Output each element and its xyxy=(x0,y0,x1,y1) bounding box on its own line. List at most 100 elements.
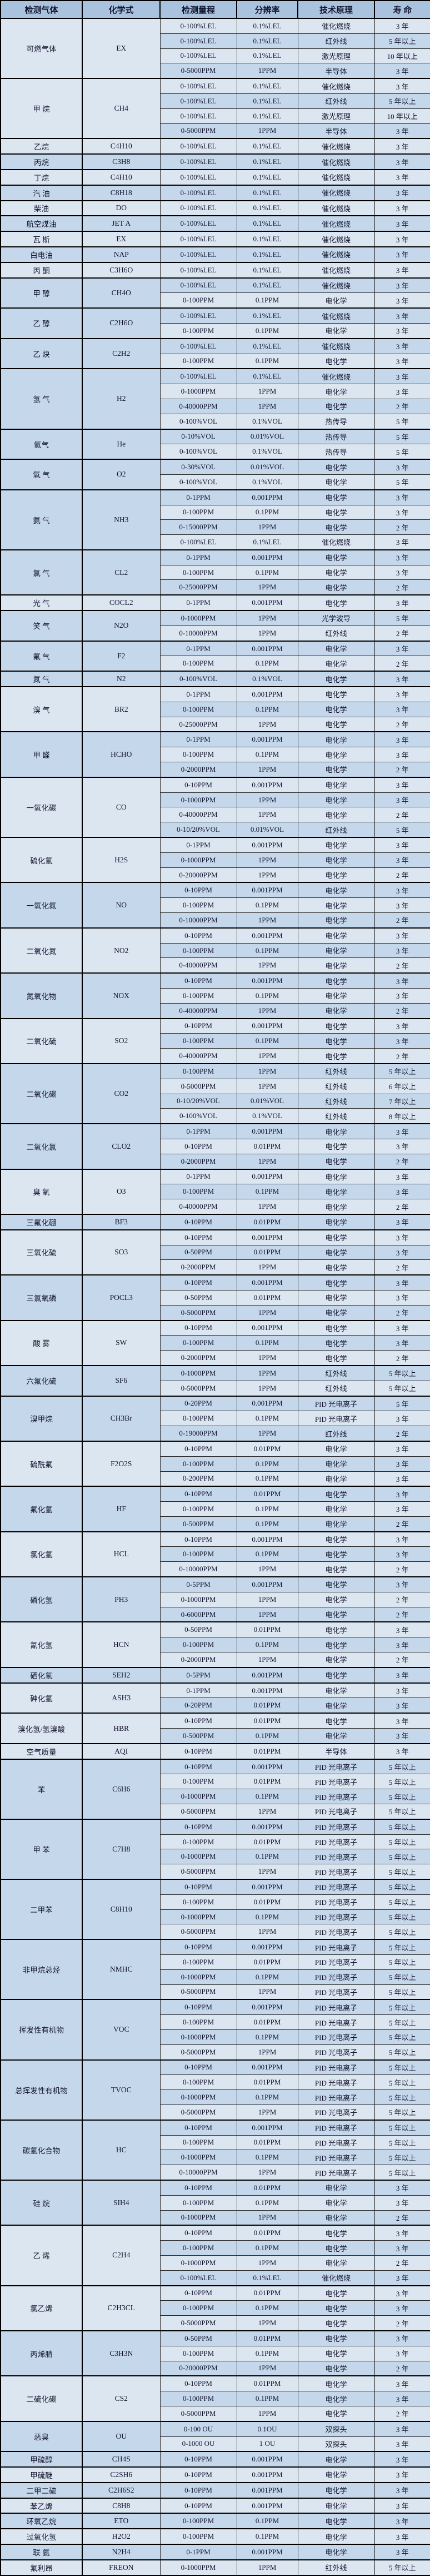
table-row: 0-5000PPM 1PPM 电化学 2 年 xyxy=(1,2405,430,2422)
principle-cell: 红外线 xyxy=(297,33,375,49)
table-row: 氟 气 F2 0-1PPM 0.001PPM 电化学 3 年 xyxy=(1,640,430,672)
table-row: 乙烷 C4H10 0-100%LEL 0.1%LEL 催化燃烧 3 年 xyxy=(1,138,430,155)
range-cell: 0-5PPM xyxy=(159,1666,237,1684)
header-lifespan: 寿 命 xyxy=(374,0,430,19)
table-row: 0-5000PPM 1PPM 红外线 6 年以上 xyxy=(1,1078,430,1094)
formula-cell: O2 xyxy=(82,459,161,490)
range-cell: 0-100PPM xyxy=(159,942,237,959)
principle-cell: 催化燃烧 xyxy=(297,261,375,279)
principle-cell: 电化学 xyxy=(297,2285,375,2301)
table-row: 0-100%VOL 0.1%VOL 热传导 5 年 xyxy=(1,413,430,430)
formula-cell: CO xyxy=(82,776,161,838)
range-cell: 0-20PPM xyxy=(159,1395,237,1412)
lifespan-cell: 2 年 xyxy=(374,1350,430,1366)
resolution-cell: 0.001PPM xyxy=(236,549,298,565)
formula-cell: TVOC xyxy=(82,2059,161,2121)
resolution-cell: 0.001PPM xyxy=(236,594,298,611)
lifespan-cell: 3 年 xyxy=(374,322,430,339)
lifespan-cell: 3 年 xyxy=(374,353,430,369)
formula-cell: HBR xyxy=(82,1713,161,1744)
table-row: 氨 气 NH3 0-1PPM 0.001PPM 电化学 3 年 xyxy=(1,489,430,550)
range-cell: 0-5000PPM xyxy=(159,1380,237,1397)
formula-cell: SIH4 xyxy=(82,2179,161,2226)
range-cell: 0-100PPM xyxy=(159,292,237,309)
range-cell: 0-5000PPM xyxy=(159,1984,237,2000)
table-row: 0-1000PPM 0.1PPM PID 光电离子 5 年以上 xyxy=(1,2089,430,2105)
formula-cell: O3 xyxy=(82,1168,161,1215)
range-cell: 0-100%LEL xyxy=(159,231,237,247)
gas-name-cell: 氟 气 xyxy=(1,640,83,672)
principle-cell: 电化学 xyxy=(297,2391,375,2406)
resolution-cell: 1PPM xyxy=(236,912,298,929)
resolution-cell: 1PPM xyxy=(236,1048,298,1064)
principle-cell: 催化燃烧 xyxy=(297,168,375,186)
principle-cell: 红外线 xyxy=(297,1426,375,1442)
formula-cell: HCL xyxy=(82,1531,161,1577)
lifespan-cell: 3 年 xyxy=(374,1576,430,1592)
formula-cell: H2 xyxy=(82,368,161,430)
gas-name-cell: 硅 烷 xyxy=(1,2179,83,2226)
lifespan-cell: 2 年 xyxy=(374,2210,430,2226)
range-cell: 0-5000PPM xyxy=(159,63,237,79)
gas-name-cell: 挥发性有机物 xyxy=(1,1999,83,2061)
resolution-cell: 0.1%LEL xyxy=(236,168,298,186)
range-cell: 0-20000PPM xyxy=(159,2360,237,2376)
gas-name-cell: 乙 醇 xyxy=(1,307,83,339)
principle-cell: PID 光电离子 xyxy=(297,1758,375,1775)
table-row: 0-100PPM 0.01PPM PID 光电离子 5 年以上 xyxy=(1,1894,430,1910)
principle-cell: 电化学 xyxy=(297,912,375,929)
table-row: 0-1000PPM 1PPM 电化学 3 年 xyxy=(1,792,430,808)
formula-cell: POCL3 xyxy=(82,1274,161,1321)
resolution-cell: 1PPM xyxy=(236,1864,298,1880)
range-cell: 0-10PPM xyxy=(159,2497,237,2514)
gas-name-cell: 甲 烷 xyxy=(1,78,83,139)
table-row: 0-100PPM 0.1PPM 电化学 3 年 xyxy=(1,504,430,520)
gas-name-cell: 氦气 xyxy=(1,428,83,460)
range-cell: 0-500PPM xyxy=(159,1728,237,1744)
range-cell: 0-10PPM xyxy=(159,1531,237,1547)
principle-cell: 半导体 xyxy=(297,123,375,139)
principle-cell: 电化学 xyxy=(297,2179,375,2196)
lifespan-cell: 5 年以上 xyxy=(374,1879,430,1895)
table-row: 氟利昂 FREON 0-1000PPM 1PPM 红外线 5 年以上 xyxy=(1,2559,430,2576)
table-row: 氦气 He 0-10%VOL 0.01%VOL 热传导 5 年 xyxy=(1,428,430,460)
gas-name-cell: 溴化氢/氢溴酸 xyxy=(1,1713,83,1744)
principle-cell: 电化学 xyxy=(297,1561,375,1577)
formula-cell: ASH3 xyxy=(82,1682,161,1714)
principle-cell: PID 光电离子 xyxy=(297,1939,375,1955)
resolution-cell: 0.01PPM xyxy=(236,1743,298,1760)
table-row: 甲 苯 C7H8 0-10PPM 0.001PPM PID 光电离子 5 年以上 xyxy=(1,1818,430,1880)
principle-cell: 催化燃烧 xyxy=(297,78,375,94)
principle-cell: PID 光电离子 xyxy=(297,1818,375,1835)
table-row: 一氧化氮 NO 0-10PPM 0.001PPM 电化学 3 年 xyxy=(1,882,430,929)
resolution-cell: 0.1PPM xyxy=(236,897,298,914)
resolution-cell: 1PPM xyxy=(236,1304,298,1321)
gas-name-cell: 二氧化碳 xyxy=(1,1063,83,1124)
lifespan-cell: 3 年 xyxy=(374,459,430,475)
gas-name-cell: 二氧化氮 xyxy=(1,927,83,974)
formula-cell: C2H2 xyxy=(82,337,161,369)
principle-cell: 电化学 xyxy=(297,1591,375,1607)
resolution-cell: 0.1%LEL xyxy=(236,108,298,124)
principle-cell: 电化学 xyxy=(297,776,375,793)
table-row: 臭 氧 O3 0-1PPM 0.001PPM 电化学 3 年 xyxy=(1,1168,430,1215)
range-cell: 0-100%VOL xyxy=(159,474,237,490)
table-row: 挥发性有机物 VOC 0-10PPM 0.001PPM PID 光电离子 5 年以上 xyxy=(1,1999,430,2061)
lifespan-cell: 3 年 xyxy=(374,2270,430,2286)
lifespan-cell: 3 年 xyxy=(374,747,430,763)
formula-cell: He xyxy=(82,428,161,460)
resolution-cell: 0.01PPM xyxy=(236,1289,298,1306)
principle-cell: 电化学 xyxy=(297,1546,375,1562)
table-row: 0-100PPM 0.1PPM 电化学 3 年 xyxy=(1,2195,430,2211)
gas-name-cell: 汽 油 xyxy=(1,184,83,201)
lifespan-cell: 10 年以上 xyxy=(374,108,430,124)
range-cell: 0-2000PPM xyxy=(159,1652,237,1668)
table-row: 恶臭 OU 0-100 OU 0.1OU 双探头 3 年 xyxy=(1,2420,430,2452)
range-cell: 0-1000PPM xyxy=(159,1849,237,1865)
table-row: 硅 烷 SIH4 0-10PPM 0.01PPM 电化学 3 年 xyxy=(1,2179,430,2226)
lifespan-cell: 5 年以上 xyxy=(374,1804,430,1820)
principle-cell: 电化学 xyxy=(297,897,375,914)
range-cell: 0-10PPM xyxy=(159,1713,237,1729)
table-row: 0-1000PPM 1PPM 电化学 2 年 xyxy=(1,1591,430,1607)
table-row: 0-2000PPM 1PPM 电化学 2 年 xyxy=(1,1350,430,1366)
